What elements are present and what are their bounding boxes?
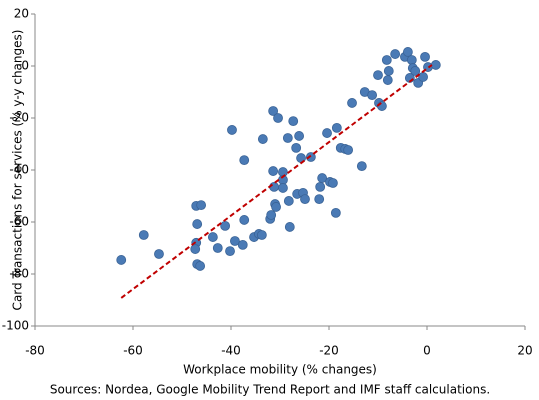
point [256, 230, 267, 240]
y-tick-label: -40 [9, 163, 29, 177]
y-tick-label: -100 [2, 319, 29, 333]
point [196, 200, 207, 211]
point [383, 66, 394, 76]
point [291, 142, 302, 153]
point [343, 145, 354, 155]
x-tick-label: 0 [423, 344, 431, 358]
point [257, 134, 268, 144]
point [315, 181, 326, 192]
point [268, 106, 279, 116]
y-tick-label: 20 [14, 7, 29, 21]
point [239, 215, 250, 225]
point [190, 244, 201, 254]
point [154, 249, 164, 259]
point [381, 55, 392, 65]
point [367, 90, 378, 101]
point [278, 183, 288, 193]
point [239, 155, 250, 166]
point [382, 75, 393, 85]
point [192, 219, 203, 229]
x-axis-title: Workplace mobility (% changes) [183, 363, 377, 377]
point [330, 207, 341, 218]
y-tick-label: -80 [9, 267, 29, 281]
point [195, 261, 206, 271]
x-tick-label: -80 [25, 344, 45, 358]
point [328, 178, 338, 188]
point [283, 196, 294, 206]
point [356, 161, 367, 172]
point [220, 220, 231, 231]
x-tick-label: -60 [123, 344, 143, 358]
point [207, 232, 218, 242]
point [418, 72, 428, 82]
point [314, 194, 325, 205]
point [284, 222, 295, 232]
point [282, 133, 293, 143]
point [227, 125, 237, 135]
point [402, 47, 413, 57]
point [317, 173, 328, 183]
point [390, 49, 401, 59]
point [331, 122, 342, 133]
point [237, 239, 248, 250]
point [406, 55, 417, 65]
point [230, 236, 240, 246]
x-tick-label: -40 [221, 344, 241, 358]
point [322, 128, 332, 138]
x-tick-label: -20 [319, 344, 339, 358]
point [266, 210, 277, 220]
y-tick-label: -20 [9, 111, 29, 125]
point [212, 243, 223, 253]
point [410, 66, 421, 76]
point [430, 60, 441, 70]
point [347, 98, 357, 108]
point [273, 113, 283, 123]
point [269, 181, 280, 192]
point [300, 194, 310, 205]
point [225, 246, 235, 257]
point [116, 255, 127, 265]
x-tick-label: 20 [517, 344, 532, 358]
trendline [120, 64, 433, 299]
source-note: Sources: Nordea, Google Mobility Trend R… [50, 383, 490, 397]
y-tick-label: 0 [21, 59, 29, 73]
point [294, 131, 305, 141]
y-tick-label: -60 [9, 215, 29, 229]
point [268, 166, 279, 176]
point [305, 152, 316, 162]
point [420, 52, 430, 62]
point [271, 202, 281, 212]
point [138, 230, 149, 240]
point [288, 116, 299, 127]
y-axis-title: Card Transactions for services (% y-y ch… [11, 30, 25, 311]
point [373, 70, 383, 80]
